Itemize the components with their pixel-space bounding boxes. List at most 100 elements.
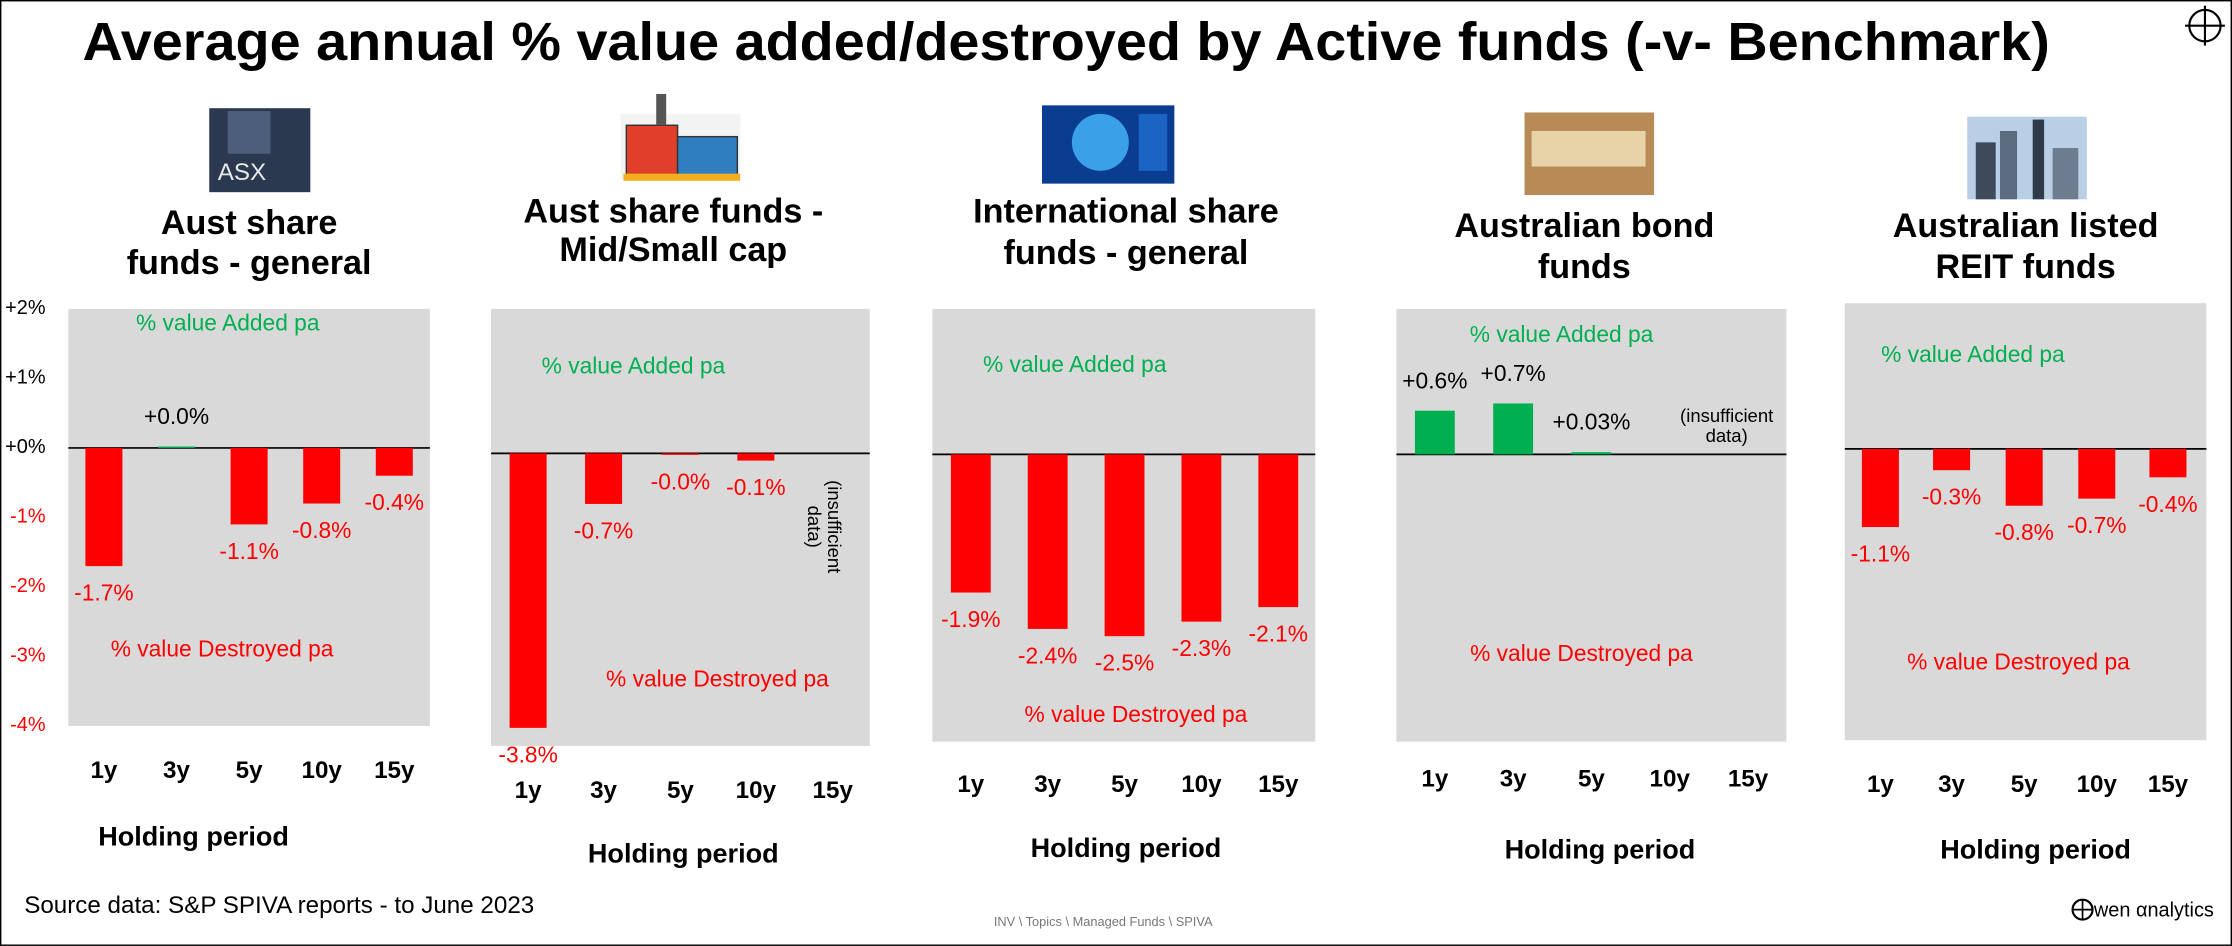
x-tick-label: 10y — [1181, 771, 1222, 798]
value-label: -1.1% — [1851, 541, 1910, 567]
value-label: -1.9% — [941, 606, 1000, 632]
x-tick-label: 1y — [957, 771, 984, 798]
page-title: Average annual % value added/destroyed b… — [83, 12, 2050, 72]
bar — [230, 447, 268, 525]
value-label: -0.3% — [1922, 484, 1981, 510]
y-tick-label: +1% — [5, 367, 45, 389]
x-tick-label: 10y — [1650, 765, 1691, 792]
destroyed-label: % value Destroyed pa — [1470, 640, 1693, 666]
note: data) — [1706, 425, 1748, 446]
added-label: % value Added pa — [542, 352, 726, 378]
y-tick-label: +2% — [5, 297, 45, 319]
added-label: % value Added pa — [1470, 321, 1654, 347]
panel-title: Mid/Small cap — [559, 231, 787, 269]
logo-text: wen αnalytics — [2093, 899, 2214, 921]
bar — [1414, 410, 1455, 455]
value-label: +0.7% — [1481, 360, 1546, 386]
panel-title: Aust share — [161, 204, 338, 242]
x-tick-label: 3y — [1500, 765, 1527, 792]
x-tick-label: 10y — [2077, 771, 2118, 798]
panel-title: Aust share funds - — [523, 193, 823, 231]
image-text: ASX — [218, 159, 266, 186]
value-label: -0.7% — [574, 517, 633, 543]
note: (insufficient — [824, 480, 845, 573]
city-image — [1967, 116, 2087, 200]
bar — [1571, 452, 1612, 455]
x-tick-label: 3y — [1938, 771, 1965, 798]
x-tick-label: 15y — [1728, 765, 1769, 792]
value-label: -3.8% — [498, 741, 557, 767]
value-label: +0.03% — [1553, 409, 1631, 435]
x-tick-label: 10y — [302, 757, 343, 784]
bar — [1933, 448, 1971, 471]
bar — [1258, 454, 1299, 608]
x-tick-label: 5y — [1111, 771, 1138, 798]
y-tick-label: -2% — [10, 575, 45, 597]
value-label: +0.0% — [144, 403, 209, 429]
x-axis-label: Holding period — [1940, 834, 2131, 864]
value-label: -2.4% — [1018, 642, 1077, 668]
bar — [1027, 454, 1068, 629]
plot-area — [1396, 308, 1787, 742]
value-label: -2.3% — [1172, 635, 1231, 661]
globe-image — [1041, 105, 1175, 184]
x-tick-label: 1y — [1421, 765, 1448, 792]
bar — [950, 454, 991, 593]
note: data) — [804, 506, 825, 548]
x-tick-label: 3y — [590, 777, 617, 804]
value-label: -0.4% — [2138, 491, 2197, 517]
y-tick-label: -3% — [10, 645, 45, 667]
panel-title: International share — [973, 193, 1279, 231]
panel-title: funds — [1538, 248, 1631, 286]
x-tick-label: 5y — [236, 757, 263, 784]
x-axis-label: Holding period — [98, 822, 289, 852]
value-label: -0.4% — [365, 489, 424, 515]
x-axis-label: Holding period — [588, 839, 779, 869]
x-tick-label: 15y — [1258, 771, 1299, 798]
panel-title: funds - general — [127, 244, 372, 282]
y-tick-label: -1% — [10, 506, 45, 528]
note: (insufficient — [1680, 405, 1773, 426]
x-tick-label: 3y — [1034, 771, 1061, 798]
x-tick-label: 15y — [2148, 771, 2189, 798]
value-label: -2.1% — [1249, 621, 1308, 647]
value-label: -0.8% — [292, 517, 351, 543]
value-label: +0.6% — [1402, 367, 1467, 393]
value-label: -1.7% — [74, 580, 133, 606]
bar — [2005, 448, 2043, 506]
bond-image — [1524, 112, 1655, 196]
panel-title: funds - general — [1004, 234, 1249, 272]
footer-path: INV \ Topics \ Managed Funds \ SPIVA — [994, 914, 1213, 929]
bar — [1181, 454, 1222, 622]
source-note: Source data: S&P SPIVA reports - to June… — [24, 892, 534, 919]
x-tick-label: 15y — [374, 757, 415, 784]
y-tick-label: +0% — [5, 436, 45, 458]
x-tick-label: 10y — [736, 777, 777, 804]
bar — [85, 447, 123, 567]
factory-image — [620, 93, 741, 181]
bar — [509, 453, 547, 728]
bar — [585, 453, 623, 504]
bar — [303, 447, 341, 504]
value-label: -0.7% — [2067, 512, 2126, 538]
value-label: -0.1% — [726, 474, 785, 500]
destroyed-label: % value Destroyed pa — [111, 636, 334, 662]
bar — [661, 453, 699, 455]
bar — [375, 447, 413, 476]
value-label: -0.8% — [1994, 519, 2053, 545]
x-tick-label: 1y — [90, 757, 117, 784]
value-label: -2.5% — [1095, 650, 1154, 676]
crosshair-icon — [2185, 5, 2225, 46]
y-tick-label: -4% — [10, 714, 45, 736]
value-label: -0.0% — [651, 468, 710, 494]
added-label: % value Added pa — [983, 351, 1167, 377]
x-axis-label: Holding period — [1505, 834, 1696, 864]
plot-area — [1844, 303, 2207, 741]
x-tick-label: 1y — [515, 777, 542, 804]
destroyed-label: % value Destroyed pa — [606, 665, 829, 691]
added-label: % value Added pa — [1881, 341, 2065, 367]
destroyed-label: % value Destroyed pa — [1907, 648, 2130, 674]
plot-area — [491, 308, 870, 746]
bar — [158, 446, 196, 448]
